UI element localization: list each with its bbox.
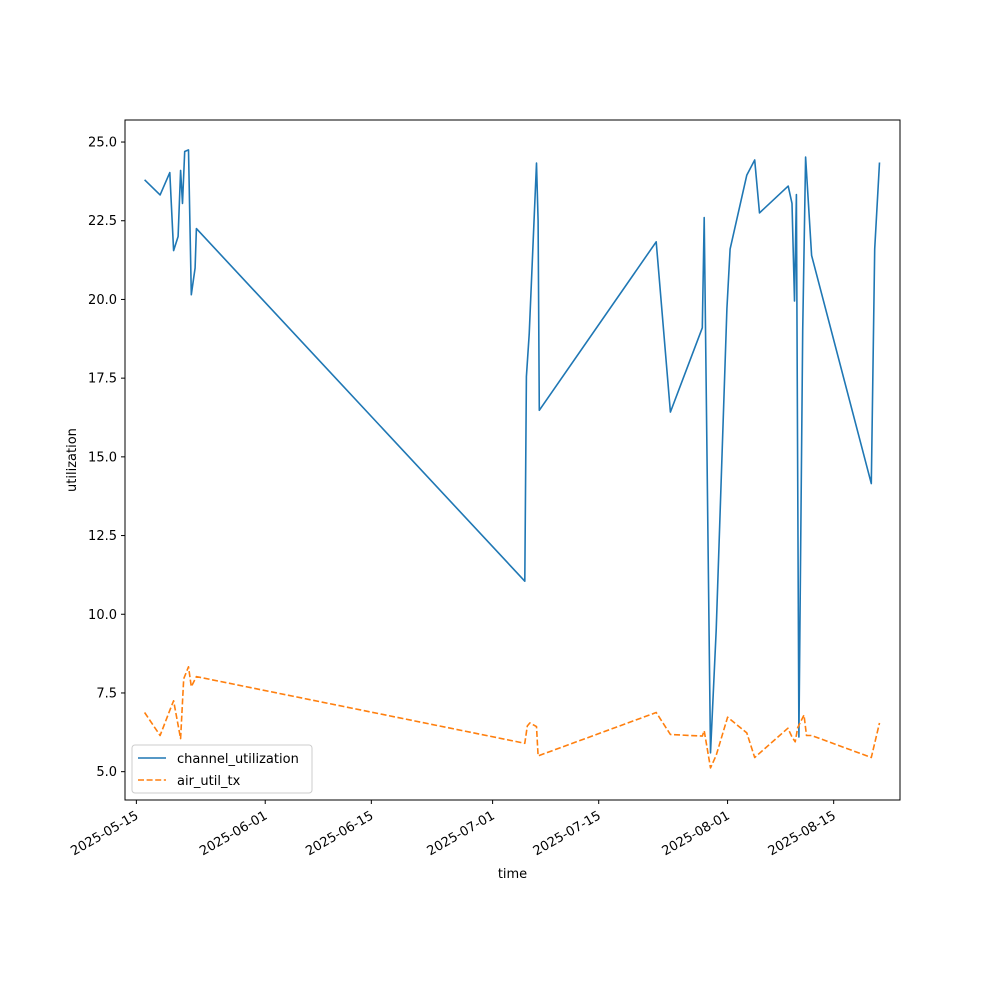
legend-label-air-util-tx: air_util_tx xyxy=(177,774,241,789)
y-tick-label: 7.5 xyxy=(96,686,117,701)
legend-label-channel-utilization: channel_utilization xyxy=(177,752,299,767)
series-line-air-util-tx xyxy=(143,665,881,769)
x-axis-label: time xyxy=(498,867,527,882)
y-tick-label: 12.5 xyxy=(88,529,117,544)
y-tick-label: 22.5 xyxy=(88,214,117,229)
y-tick-label: 25.0 xyxy=(88,136,117,151)
y-tick-label: 17.5 xyxy=(88,372,117,387)
y-tick-label: 20.0 xyxy=(88,293,117,308)
y-tick-label: 5.0 xyxy=(96,765,117,780)
legend: channel_utilization air_util_tx xyxy=(131,744,313,794)
y-axis: 5.0 7.5 10.0 12.5 15.0 17.5 20.0 22.5 25.0 xyxy=(88,136,125,780)
plot-frame xyxy=(124,119,901,801)
y-tick-label: 15.0 xyxy=(88,450,117,465)
y-axis-label: utilization xyxy=(65,428,80,492)
series-line-channel-utilization xyxy=(144,149,881,754)
y-tick-label: 10.0 xyxy=(88,608,117,623)
legend-box xyxy=(131,744,313,794)
series-layer xyxy=(143,149,881,769)
